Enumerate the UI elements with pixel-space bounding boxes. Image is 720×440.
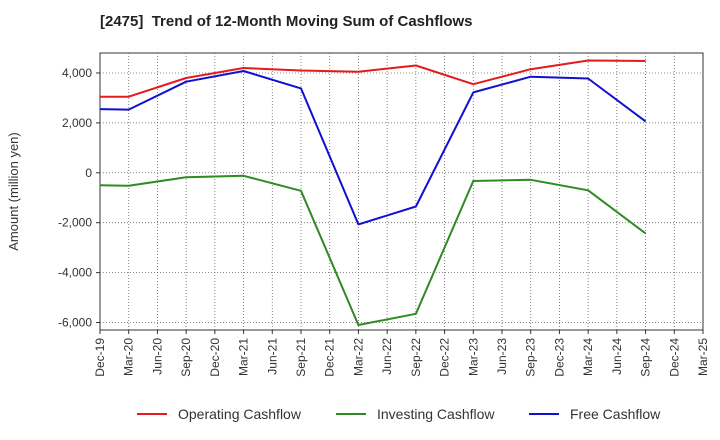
x-tick-label: Mar-23 [466, 338, 480, 376]
y-tick-label: 0 [85, 166, 92, 180]
x-tick-label: Dec-23 [552, 338, 566, 377]
x-tick-label: Dec-20 [208, 338, 222, 377]
x-tick-label: Dec-22 [438, 338, 452, 377]
x-tick-label: Sep-23 [524, 338, 538, 377]
x-tick-label: Mar-20 [122, 338, 136, 376]
x-tick-label: Mar-21 [237, 338, 251, 376]
x-tick-label: Mar-22 [351, 338, 365, 376]
x-tick-label: Jun-20 [150, 338, 164, 375]
x-tick-label: Jun-22 [380, 338, 394, 375]
x-tick-label: Dec-24 [667, 338, 681, 377]
x-tick-label: Sep-21 [294, 338, 308, 377]
y-axis-label: Amount (million yen) [6, 132, 21, 251]
x-tick-label: Dec-19 [93, 338, 107, 377]
x-tick-label: Mar-25 [696, 338, 710, 376]
plot-area [99, 52, 704, 331]
x-tick-label: Sep-24 [639, 338, 653, 377]
legend-label: Operating Cashflow [178, 406, 302, 422]
y-tick-label: 4,000 [62, 66, 92, 80]
series-line-free-cashflow [99, 70, 647, 226]
x-tick-label: Jun-23 [495, 338, 509, 375]
x-tick-label: Sep-22 [409, 338, 423, 377]
x-tick-label: Mar-24 [581, 338, 595, 376]
y-tick-label: 2,000 [62, 116, 92, 130]
chart-title: [2475] Trend of 12-Month Moving Sum of C… [100, 13, 473, 30]
legend-label: Free Cashflow [570, 406, 661, 422]
series-line-operating-cashflow [100, 59, 646, 98]
x-tick-label: Sep-20 [179, 338, 193, 377]
x-tick-label: Jun-24 [610, 338, 624, 375]
x-tick-label: Jun-21 [265, 338, 279, 375]
y-tick-label: -4,000 [58, 266, 92, 280]
series-line-investing-cashflow [99, 174, 647, 326]
legend-label: Investing Cashflow [377, 406, 495, 422]
x-tick-label: Dec-21 [323, 338, 337, 377]
y-tick-label: -2,000 [58, 216, 92, 230]
y-tick-label: -6,000 [58, 316, 92, 330]
